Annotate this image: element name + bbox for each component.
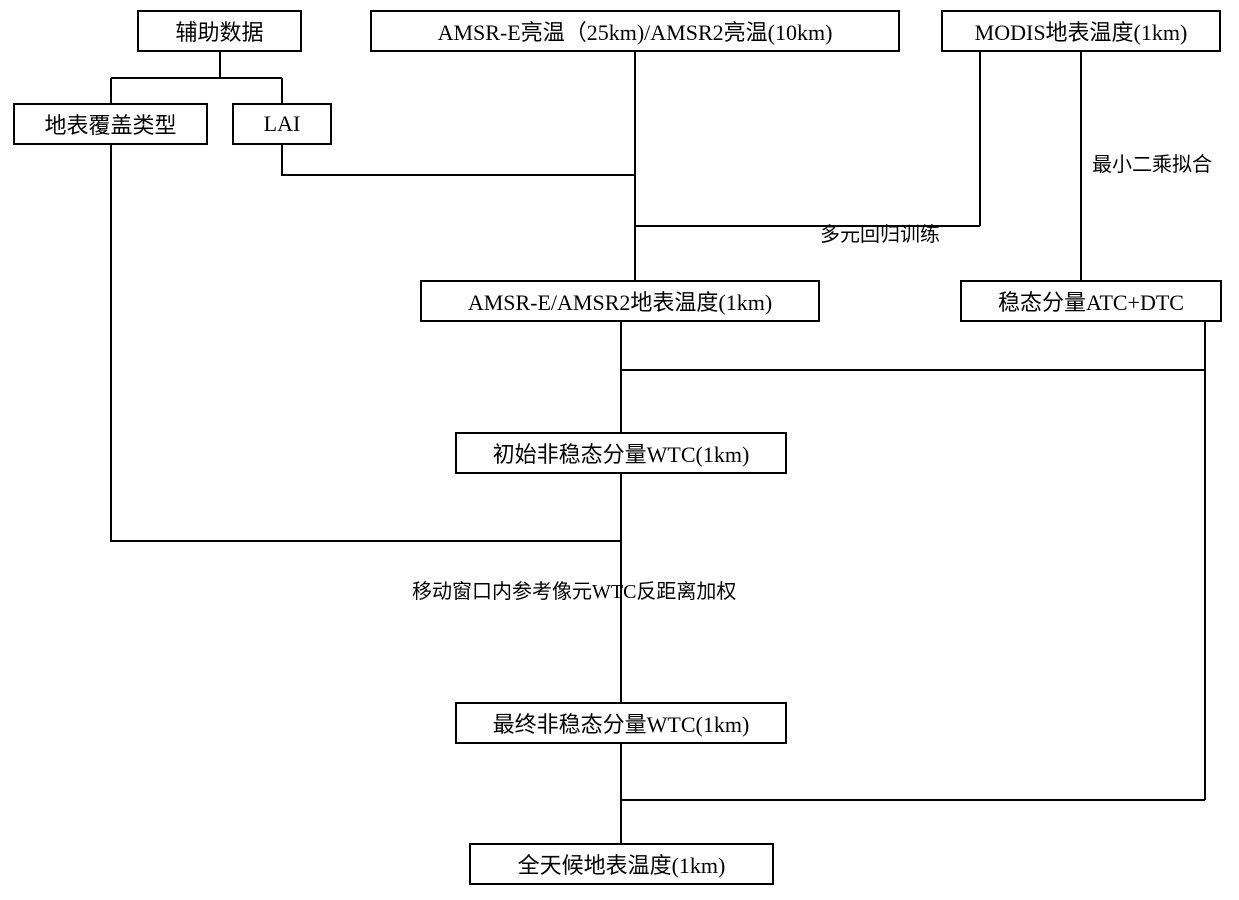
- edge-label-text: 多元回归训练: [820, 224, 940, 246]
- node-all-weather: 全天候地表温度(1km): [469, 843, 774, 885]
- edge-label-text: 移动窗口内参考像元WTC反距离加权: [412, 581, 736, 603]
- node-label: LAI: [264, 111, 301, 137]
- node-label: 初始非稳态分量WTC(1km): [493, 437, 750, 469]
- edge: [111, 145, 621, 541]
- node-amsr-bt: AMSR-E亮温（25km)/AMSR2亮温(10km): [370, 10, 900, 52]
- label-multi-reg: 多元回归训练: [820, 218, 940, 247]
- node-label: 地表覆盖类型: [44, 108, 176, 140]
- flowchart-canvas: 辅助数据 AMSR-E亮温（25km)/AMSR2亮温(10km) MODIS地…: [0, 0, 1239, 900]
- node-aux-data: 辅助数据: [137, 10, 302, 52]
- edge-label-text: 最小二乘拟合: [1092, 154, 1212, 176]
- node-atc-dtc: 稳态分量ATC+DTC: [960, 280, 1222, 322]
- node-init-wtc: 初始非稳态分量WTC(1km): [455, 432, 787, 474]
- node-amsr-lst: AMSR-E/AMSR2地表温度(1km): [420, 280, 820, 322]
- label-lsq-fit: 最小二乘拟合: [1092, 148, 1212, 177]
- node-lai: LAI: [232, 103, 332, 145]
- node-label: AMSR-E/AMSR2地表温度(1km): [468, 285, 772, 317]
- edge: [282, 145, 635, 175]
- label-moving-win: 移动窗口内参考像元WTC反距离加权: [412, 575, 736, 604]
- node-label: 辅助数据: [175, 15, 263, 47]
- node-label: AMSR-E亮温（25km)/AMSR2亮温(10km): [438, 15, 833, 47]
- node-modis-lst: MODIS地表温度(1km): [941, 10, 1221, 52]
- node-land-cover: 地表覆盖类型: [13, 103, 208, 145]
- node-label: 全天候地表温度(1km): [518, 848, 726, 880]
- node-label: 最终非稳态分量WTC(1km): [493, 707, 750, 739]
- node-label: MODIS地表温度(1km): [975, 15, 1188, 47]
- node-label: 稳态分量ATC+DTC: [998, 285, 1184, 317]
- node-final-wtc: 最终非稳态分量WTC(1km): [455, 702, 787, 744]
